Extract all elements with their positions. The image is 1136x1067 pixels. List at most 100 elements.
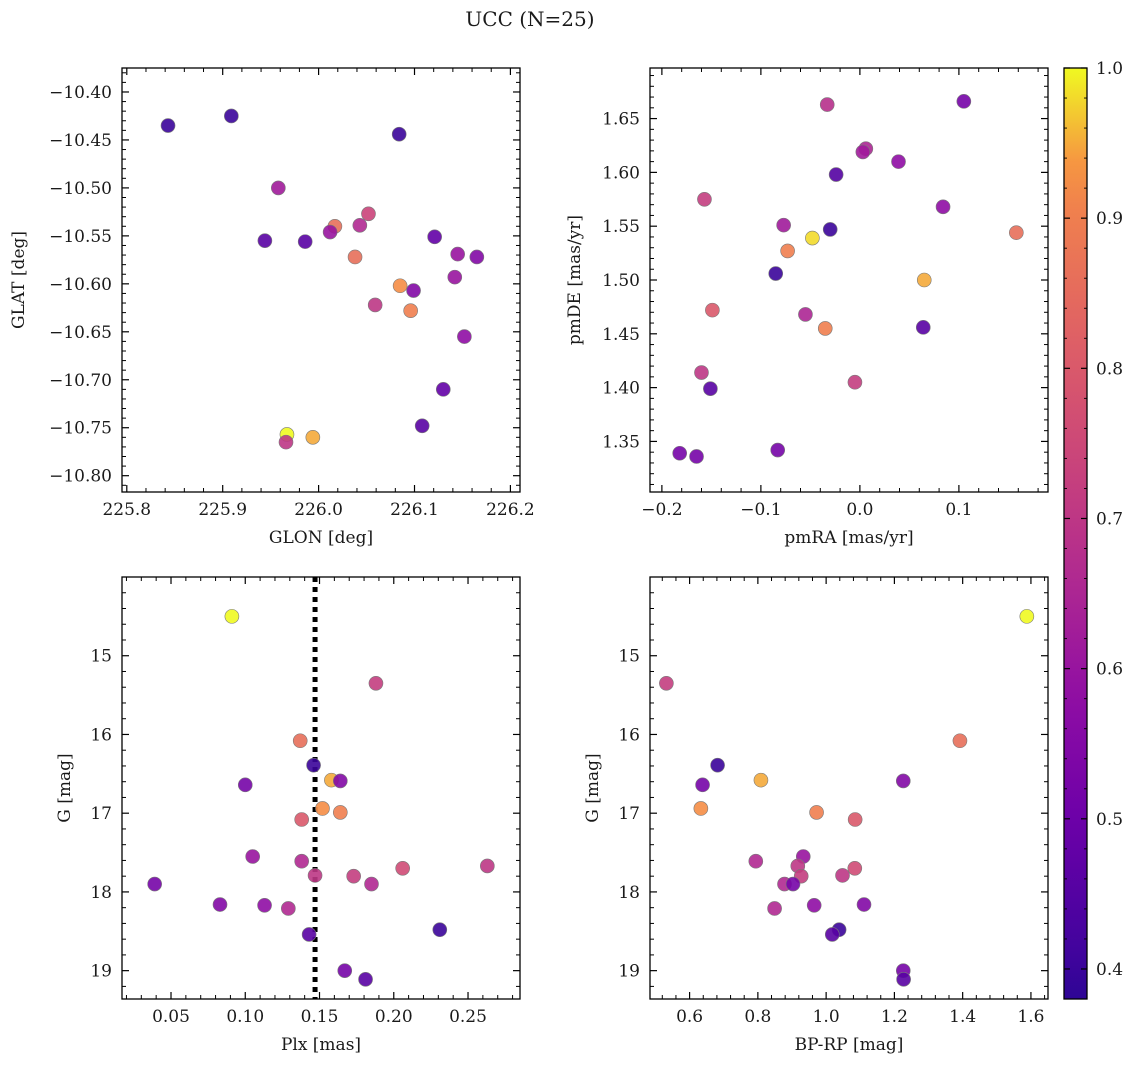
x-axis-label: pmRA [mas/yr] — [784, 528, 913, 548]
scatter-point — [935, 199, 951, 215]
axes-frame — [121, 576, 521, 1000]
scatter-point — [346, 868, 361, 884]
scatter-point — [767, 901, 782, 916]
scatter-point — [847, 374, 863, 390]
scatter-point — [817, 321, 833, 336]
x-axis-label: BP-RP [mag] — [795, 1035, 904, 1055]
y-axis-label: pmDE [mas/yr] — [565, 215, 585, 345]
scatter-point — [785, 876, 801, 892]
scatter-point — [306, 757, 321, 773]
x-tick-label: 225.9 — [198, 500, 247, 520]
y-tick-label: −10.75 — [49, 419, 112, 439]
scatter-point — [847, 812, 863, 827]
scatter-point — [952, 733, 968, 749]
scatter-point — [710, 757, 725, 773]
x-tick-label: 0.25 — [449, 1007, 487, 1027]
y-tick-label: 1.50 — [602, 271, 640, 291]
scatter-point — [895, 773, 911, 789]
scatter-point — [432, 922, 448, 938]
x-tick-label: 226.1 — [390, 500, 439, 520]
scatter-point — [278, 434, 294, 450]
x-tick-label: 0.15 — [301, 1007, 339, 1027]
scatter-point — [705, 302, 720, 318]
colorbar-tick-label: 0.6 — [1096, 660, 1123, 680]
scatter-point — [457, 329, 472, 344]
scatter-point — [281, 901, 296, 916]
y-tick-label: 1.40 — [602, 379, 640, 399]
scatter-point — [271, 180, 286, 196]
scatter-point — [753, 772, 769, 788]
x-tick-label: 0.1 — [945, 500, 972, 520]
scatter-point — [469, 249, 485, 265]
scatter-point — [435, 382, 451, 397]
scatter-points — [659, 609, 1035, 987]
y-tick-label: 1.35 — [602, 432, 640, 452]
scatter-point — [301, 927, 317, 942]
scatter-point — [703, 381, 718, 396]
scatter-points — [672, 94, 1024, 464]
scatter-point — [347, 249, 363, 265]
scatter-point — [672, 445, 688, 461]
scatter-point — [956, 94, 972, 109]
scatter-point — [315, 801, 330, 816]
y-tick-label: 19 — [90, 962, 112, 982]
colorbar-tick-label: 0.8 — [1096, 359, 1123, 379]
scatter-point — [160, 118, 176, 133]
scatter-point — [824, 927, 840, 942]
scatter-point — [368, 675, 384, 691]
scatter-point — [659, 675, 674, 691]
scatter-point — [224, 108, 239, 124]
scatter-point — [364, 876, 379, 892]
scatter-point — [395, 861, 410, 876]
y-tick-label: 1.60 — [602, 163, 640, 183]
x-tick-label: 1.6 — [1017, 1007, 1044, 1027]
x-tick-label: 1.2 — [881, 1007, 908, 1027]
panel-pm: −0.2 −0.1 0.0 0.1 1.35 1.40 1.45 1.50 1.55 1.60 1.… — [565, 67, 1049, 548]
scatter-point — [693, 801, 709, 816]
colorbar: 0.4 0.5 0.6 0.7 0.8 0.9 1.0 — [1063, 59, 1123, 1000]
scatter-point — [212, 897, 228, 912]
scatter-point — [307, 868, 323, 883]
scatter-point — [352, 218, 368, 233]
scatter-point — [1009, 225, 1024, 240]
y-tick-label: 16 — [90, 725, 112, 745]
x-tick-label: −0.1 — [740, 500, 781, 520]
panel-cmd: 0.6 0.8 1.0 1.2 1.4 1.6 15 16 17 18 19 BP-RP [mag] G… — [583, 576, 1049, 1055]
x-tick-label: 0.0 — [846, 500, 873, 520]
x-tick-label: 0.8 — [744, 1007, 771, 1027]
y-tick-label: 17 — [90, 804, 112, 824]
y-tick-label: −10.60 — [49, 275, 112, 295]
y-axis-label: GLAT [deg] — [9, 231, 29, 329]
x-tick-label: 225.8 — [102, 500, 151, 520]
scatter-point — [361, 206, 376, 222]
scatter-point — [403, 303, 418, 318]
colorbar-tick-label: 0.5 — [1096, 810, 1123, 830]
y-tick-label: 15 — [90, 647, 112, 667]
x-axis-label: GLON [deg] — [269, 528, 373, 548]
colorbar-tick-label: 0.9 — [1096, 209, 1123, 229]
scatter-point — [367, 297, 383, 313]
scatter-point — [855, 144, 871, 160]
scatter-point — [337, 963, 353, 978]
axes-frame — [121, 67, 521, 493]
scatter-point — [806, 898, 822, 913]
scatter-point — [292, 733, 308, 749]
y-axis-label: G [mag] — [583, 753, 603, 822]
panel-plx-g: 0.05 0.10 0.15 0.20 0.25 15 16 17 18 19 Plx [mas] G… — [55, 576, 521, 1055]
x-tick-label: 226.0 — [294, 500, 343, 520]
x-tick-label: −0.2 — [641, 500, 682, 520]
y-axis-label: G [mag] — [55, 753, 75, 822]
scatter-point — [147, 876, 162, 892]
scatter-point — [822, 222, 838, 237]
scatter-point — [427, 229, 442, 245]
scatter-points — [160, 108, 485, 450]
scatter-points — [147, 609, 495, 987]
x-tick-label: 226.2 — [486, 500, 535, 520]
scatter-point — [294, 812, 309, 827]
scatter-point — [780, 243, 795, 259]
axes-frame — [649, 67, 1049, 493]
scatter-point — [798, 307, 813, 322]
scatter-point — [689, 449, 704, 464]
scatter-point — [406, 283, 421, 298]
